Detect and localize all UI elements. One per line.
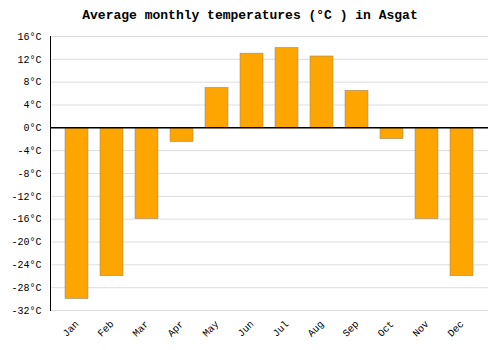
svg-text:Nov: Nov [411, 319, 432, 340]
svg-text:-16°C: -16°C [11, 214, 41, 225]
svg-text:Feb: Feb [96, 319, 117, 340]
svg-text:4°C: 4°C [23, 100, 41, 111]
svg-text:16°C: 16°C [17, 32, 41, 43]
svg-text:Mar: Mar [131, 319, 152, 340]
svg-text:May: May [201, 319, 222, 340]
svg-text:Aug: Aug [306, 319, 327, 340]
svg-text:-20°C: -20°C [11, 237, 41, 248]
svg-text:Jun: Jun [236, 319, 257, 340]
svg-text:-12°C: -12°C [11, 192, 41, 203]
svg-text:-24°C: -24°C [11, 260, 41, 271]
svg-text:8°C: 8°C [23, 77, 41, 88]
svg-text:Dec: Dec [446, 319, 467, 340]
svg-text:Oct: Oct [376, 319, 397, 340]
html-text:Average monthly temperatures (: Average monthly temperatures (°C ) in As… [82, 8, 418, 23]
svg-text:-32°C: -32°C [11, 306, 41, 317]
svg-text:12°C: 12°C [17, 55, 41, 66]
svg-text:0°C: 0°C [23, 123, 41, 134]
svg-text:-8°C: -8°C [17, 169, 41, 180]
svg-text:-4°C: -4°C [17, 146, 41, 157]
svg-text:Jan: Jan [61, 319, 82, 340]
svg-text:Sep: Sep [341, 319, 362, 340]
svg-text:Jul: Jul [271, 319, 292, 340]
svg-text:-28°C: -28°C [11, 283, 41, 294]
svg-text:Apr: Apr [166, 319, 187, 340]
